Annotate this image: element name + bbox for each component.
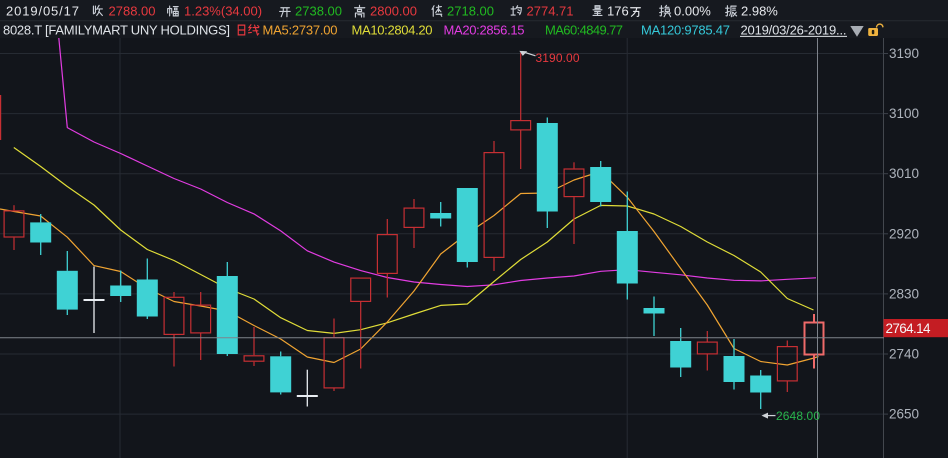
svg-text:2019/05/17: 2019/05/17 xyxy=(6,3,79,18)
svg-text:3190: 3190 xyxy=(889,46,919,61)
svg-text:3190.00: 3190.00 xyxy=(536,51,580,65)
svg-text:2738.00: 2738.00 xyxy=(295,3,342,18)
svg-text:8028.T [FAMILYMART UNY HOLDING: 8028.T [FAMILYMART UNY HOLDINGS] xyxy=(3,22,230,37)
svg-text:2648.00: 2648.00 xyxy=(776,409,820,423)
svg-text:176: 176 xyxy=(607,3,629,18)
svg-text:MA120:9785.47: MA120:9785.47 xyxy=(641,22,730,37)
svg-text:1.23%(34.00): 1.23%(34.00) xyxy=(184,3,262,18)
svg-text:3010: 3010 xyxy=(889,166,919,181)
svg-text:3100: 3100 xyxy=(889,106,919,121)
svg-text:MA20:2856.15: MA20:2856.15 xyxy=(444,22,525,37)
svg-text:MA10:2804.20: MA10:2804.20 xyxy=(352,22,433,37)
svg-text:2019/03/26-2019...: 2019/03/26-2019... xyxy=(741,22,847,37)
svg-text:MA5:2737.00: MA5:2737.00 xyxy=(263,22,338,37)
svg-text:0.00%: 0.00% xyxy=(674,3,711,18)
svg-text:2718.00: 2718.00 xyxy=(447,3,494,18)
svg-text:2740: 2740 xyxy=(889,347,919,362)
svg-text:MA60:4849.77: MA60:4849.77 xyxy=(545,22,623,37)
svg-text:2.98%: 2.98% xyxy=(741,3,778,18)
svg-text:2764.14: 2764.14 xyxy=(886,321,931,336)
svg-text:2920: 2920 xyxy=(889,226,919,241)
svg-text:2788.00: 2788.00 xyxy=(109,3,156,18)
svg-text:2774.71: 2774.71 xyxy=(527,3,574,18)
svg-text:2800.00: 2800.00 xyxy=(370,3,417,18)
svg-text:2650: 2650 xyxy=(889,407,919,422)
svg-text:2830: 2830 xyxy=(889,286,919,301)
